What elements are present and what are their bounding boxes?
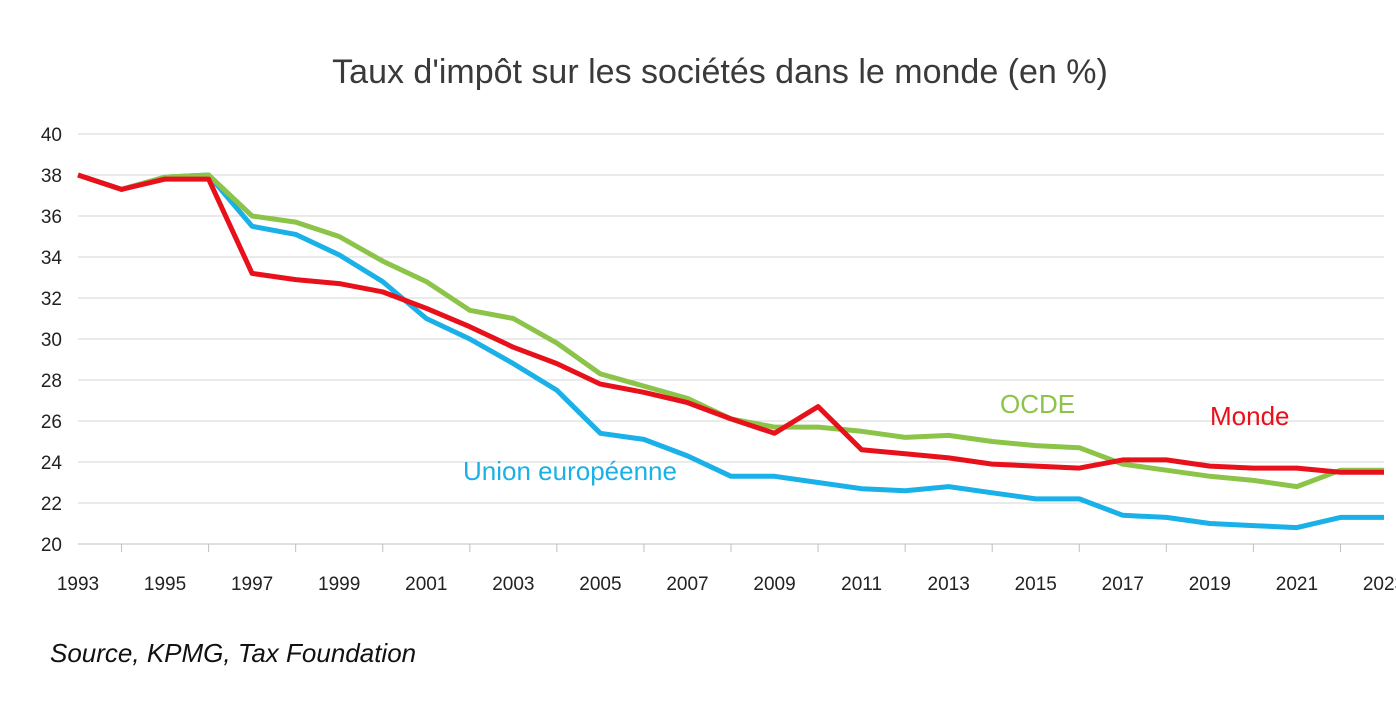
series-lines [77,172,1384,531]
y-tick-label: 34 [41,248,63,269]
y-tick-label: 32 [41,289,62,310]
x-tick-label: 2011 [841,574,882,595]
y-tick-label: 28 [41,371,62,392]
y-tick-label: 24 [41,453,63,474]
y-tick-label: 36 [41,207,62,228]
x-axis [78,543,1384,552]
series-line-union-europ-enne [77,172,1384,531]
x-tick-label: 2013 [928,574,970,595]
x-tick-label: 2023 [1363,574,1396,595]
x-tick-label: 1993 [57,574,99,595]
x-tick-label: 1997 [231,574,273,595]
x-tick-label: 2015 [1015,574,1057,595]
series-label-monde: Monde [1210,401,1290,431]
y-tick-label: 20 [41,535,62,556]
series-line-ocde [77,172,1384,490]
x-tick-label: 2007 [666,574,708,595]
series-label-union-europeenne: Union européenne [463,456,677,486]
x-axis-ticks: 1993 1995 1997 1999 2001 2003 2005 2007 2009 2011… [57,574,1396,595]
x-tick-label: 2005 [579,574,621,595]
x-tick-label: 1999 [318,574,360,595]
grid-lines [78,133,1384,504]
x-tick-label: 2017 [1102,574,1144,595]
x-tick-label: 2021 [1276,574,1318,595]
series-line-monde [77,172,1384,475]
x-tick-label: 2019 [1189,574,1231,595]
y-tick-label: 30 [41,330,62,351]
x-tick-label: 2003 [492,574,534,595]
source-note: Source, KPMG, Tax Foundation [50,638,417,668]
y-tick-label: 26 [41,412,62,433]
x-tick-label: 2001 [405,574,447,595]
x-tick-label: 1995 [144,574,186,595]
series-label-ocde: OCDE [1000,389,1075,419]
chart-title: Taux d'impôt sur les sociétés dans le mo… [332,53,1108,91]
y-tick-label: 40 [41,125,62,146]
y-axis-ticks: 20 22 24 26 28 30 32 34 36 38 40 [41,125,63,556]
y-tick-label: 38 [41,166,62,187]
y-tick-label: 22 [41,494,62,515]
x-tick-label: 2009 [753,574,795,595]
